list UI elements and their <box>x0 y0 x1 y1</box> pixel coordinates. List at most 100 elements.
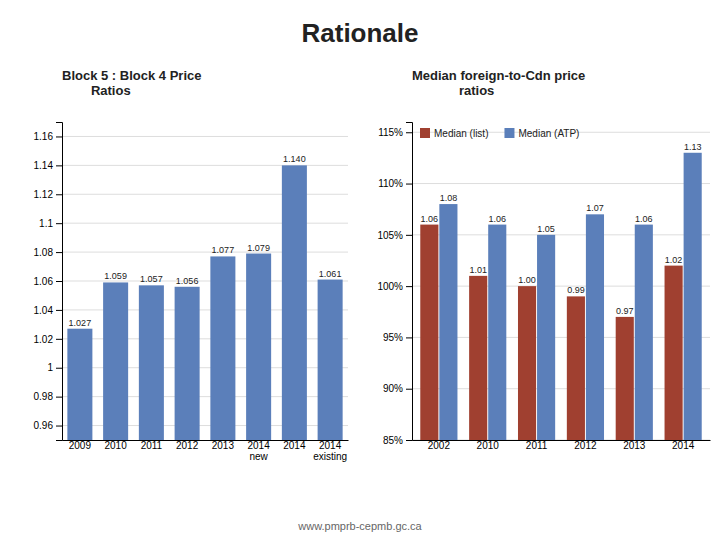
legend-item: Median (list) <box>420 128 488 139</box>
data-label: 1.140 <box>283 154 306 164</box>
tick: 110% <box>378 178 412 189</box>
tick: 1.06 <box>34 276 62 287</box>
tick-mark <box>56 397 62 398</box>
footer-text: www.pmprb-cepmb.gc.ca <box>297 520 422 532</box>
chart-panel: Median foreign-to-Cdn price ratios85%90%… <box>377 68 710 451</box>
chart-container: Rationalewww.pmprb-cepmb.gc.caBlock 5 : … <box>0 0 720 540</box>
tick: 90% <box>383 383 412 394</box>
data-label: 1.059 <box>104 271 127 281</box>
tick-label: 2012 <box>176 440 199 451</box>
tick: 2010 <box>105 440 128 451</box>
tick-label: 2012 <box>574 440 597 451</box>
tick: 105% <box>377 230 412 241</box>
tick: 2014 <box>672 440 695 451</box>
tick: 1.08 <box>34 247 62 258</box>
tick: 2011 <box>526 440 548 451</box>
tick-mark <box>56 252 62 253</box>
bar <box>282 165 307 440</box>
data-label: 1.00 <box>518 275 536 285</box>
bar <box>139 285 164 440</box>
tick-mark <box>406 337 412 338</box>
tick-label: 95% <box>383 332 403 343</box>
tick-label: 2014 <box>283 440 306 451</box>
bars <box>420 153 701 440</box>
tick-mark <box>56 281 62 282</box>
data-label: 1.08 <box>440 193 458 203</box>
tick-label: 2010 <box>105 440 128 451</box>
tick-mark <box>56 223 62 224</box>
chart-root: Rationalewww.pmprb-cepmb.gc.caBlock 5 : … <box>0 0 720 540</box>
data-label: 1.13 <box>684 142 702 152</box>
tick-label: 1.04 <box>34 305 54 316</box>
tick-label: 1.12 <box>34 189 54 200</box>
data-label: 1.01 <box>469 265 487 275</box>
tick: 2002 <box>428 440 451 451</box>
tick: 2014 <box>283 440 306 451</box>
tick-label: 90% <box>383 383 403 394</box>
tick-mark <box>406 440 412 441</box>
tick: 2014existing <box>313 440 347 462</box>
bar <box>469 276 487 440</box>
data-label: 1.061 <box>319 269 342 279</box>
tick: 115% <box>378 127 412 138</box>
tick-label: 1.1 <box>39 218 53 229</box>
legend-item: Median (ATP) <box>504 128 579 139</box>
page-title: Rationale <box>301 18 418 48</box>
data-label: 0.99 <box>567 285 585 295</box>
bar <box>616 317 634 440</box>
y-axis: 0.960.9811.021.041.061.081.11.121.141.16 <box>34 123 63 441</box>
bar <box>537 235 555 440</box>
data-label: 1.06 <box>635 214 653 224</box>
grid <box>412 132 710 440</box>
tick: 2014new <box>248 440 271 462</box>
bar <box>635 225 653 440</box>
tick-label: 2009 <box>69 440 92 451</box>
chart-panel: Block 5 : Block 4 Price Ratios0.960.9811… <box>34 68 349 462</box>
legend: Median (list) Median (ATP) <box>420 128 579 139</box>
data-label: 0.97 <box>616 306 634 316</box>
tick-mark <box>406 389 412 390</box>
tick: 2010 <box>477 440 500 451</box>
tick: 1.02 <box>34 334 62 345</box>
tick: 0.98 <box>34 391 62 402</box>
bar <box>210 256 235 440</box>
tick-mark <box>406 132 412 133</box>
data-label: 1.06 <box>488 214 506 224</box>
tick-label: 100% <box>377 281 403 292</box>
tick: 100% <box>377 281 412 292</box>
data-labels: 1.0271.0591.0571.0561.0771.0791.1401.061 <box>69 154 342 327</box>
data-label: 1.06 <box>421 214 439 224</box>
tick-label: 1.02 <box>34 334 54 345</box>
tick: 1.04 <box>34 305 62 316</box>
data-label: 1.07 <box>586 203 604 213</box>
tick-label: 2014new <box>248 440 271 462</box>
tick-label: 2010 <box>477 440 500 451</box>
tick-label: 0.96 <box>34 420 54 431</box>
tick-label: 1.06 <box>34 276 54 287</box>
tick-mark <box>406 184 412 185</box>
bar <box>318 280 343 440</box>
tick-label: 2013 <box>623 440 646 451</box>
tick-label: 2014existing <box>313 440 347 462</box>
tick-mark <box>406 235 412 236</box>
legend-swatch <box>504 128 514 138</box>
bar <box>567 296 585 440</box>
tick-mark <box>56 426 62 427</box>
tick-label: 2011 <box>141 440 163 451</box>
tick-mark <box>56 310 62 311</box>
data-label: 1.056 <box>176 276 199 286</box>
tick-label: 110% <box>378 178 403 189</box>
tick: 2013 <box>623 440 646 451</box>
tick: 1 <box>47 362 62 373</box>
tick-label: 1.16 <box>34 131 54 142</box>
tick-label: 115% <box>378 127 403 138</box>
data-label: 1.057 <box>140 274 163 284</box>
data-label: 1.079 <box>247 243 270 253</box>
tick-label: 2014 <box>672 440 695 451</box>
tick-mark <box>56 165 62 166</box>
x-axis: 2002 2010 2011 2012 2013 2014 <box>413 440 711 451</box>
data-label: 1.027 <box>69 318 92 328</box>
tick: 2011 <box>141 440 163 451</box>
bar <box>684 153 702 440</box>
bar <box>439 204 457 440</box>
